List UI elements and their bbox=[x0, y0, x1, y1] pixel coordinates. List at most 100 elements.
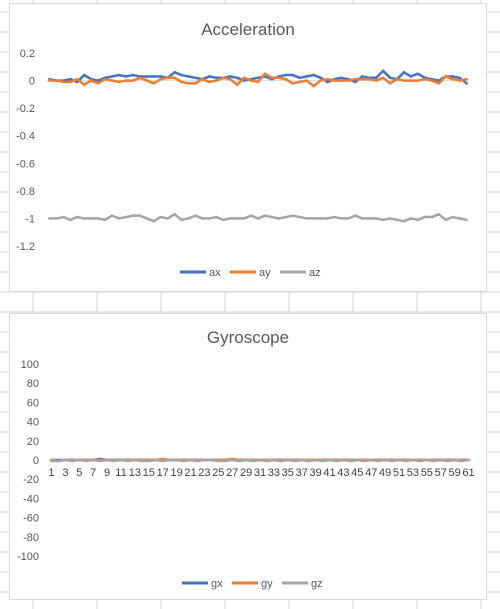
data-point-ax bbox=[416, 72, 420, 75]
data-point-gz bbox=[71, 459, 74, 463]
y-tick-label: 0 bbox=[29, 76, 35, 88]
data-point-ax bbox=[402, 71, 406, 74]
data-point-ax bbox=[360, 75, 364, 78]
data-point-ax bbox=[187, 75, 190, 78]
data-point-gz bbox=[383, 458, 387, 462]
x-tick-label: 31 bbox=[254, 467, 266, 479]
data-point-gz bbox=[147, 459, 151, 463]
data-point-ax bbox=[173, 71, 176, 74]
data-point-ay bbox=[103, 77, 107, 81]
legend-label-gx: gx bbox=[211, 578, 223, 590]
data-point-az bbox=[166, 217, 169, 220]
y-tick-label: -0.6 bbox=[16, 158, 35, 170]
data-point-ay bbox=[96, 82, 100, 85]
data-point-ax bbox=[326, 80, 329, 84]
data-point-gz bbox=[210, 458, 213, 462]
data-point-ay bbox=[117, 80, 121, 84]
data-point-gz bbox=[272, 458, 276, 462]
x-tick-label: 27 bbox=[226, 467, 238, 479]
data-point-gz bbox=[439, 458, 443, 462]
data-point-az bbox=[242, 217, 246, 220]
data-point-ay bbox=[291, 82, 295, 85]
data-point-gz bbox=[126, 459, 130, 463]
data-point-ax bbox=[381, 69, 385, 73]
x-tick-label: 39 bbox=[309, 467, 321, 479]
data-point-ay bbox=[333, 79, 336, 82]
data-point-gz bbox=[203, 458, 206, 462]
data-point-az bbox=[201, 217, 204, 220]
data-point-az bbox=[152, 219, 156, 223]
data-point-gz bbox=[362, 459, 366, 463]
x-tick-label: 1 bbox=[48, 467, 54, 479]
gyroscope-chart[interactable]: Gyroscope 100 80 60 40 20 0 -20 -40 -60 -80 -100 1 3… bbox=[9, 313, 487, 600]
data-point-az bbox=[388, 217, 392, 220]
x-tick-label: 9 bbox=[104, 467, 110, 479]
data-point-az bbox=[291, 214, 295, 217]
data-point-ay bbox=[354, 77, 357, 81]
data-point-gz bbox=[244, 458, 248, 462]
data-point-ax bbox=[458, 76, 461, 80]
data-point-ay bbox=[69, 80, 72, 84]
data-point-az bbox=[444, 218, 447, 222]
data-point-ay bbox=[89, 79, 93, 82]
data-point-ay bbox=[416, 79, 420, 82]
data-point-ay bbox=[284, 77, 288, 81]
data-point-gz bbox=[321, 459, 324, 463]
data-point-ay bbox=[201, 77, 204, 81]
data-point-ax bbox=[159, 75, 162, 78]
data-point-ay bbox=[214, 79, 218, 82]
y-tick-label: -0.2 bbox=[16, 103, 35, 115]
x-tick-label: 23 bbox=[198, 467, 210, 479]
x-tick-label: 13 bbox=[129, 467, 141, 479]
data-point-gz bbox=[251, 459, 255, 463]
y-tick-label: -1 bbox=[25, 213, 35, 225]
data-point-ax bbox=[194, 76, 197, 80]
data-point-ay bbox=[48, 79, 51, 82]
data-point-ay bbox=[437, 82, 441, 85]
data-point-gz bbox=[154, 458, 158, 462]
x-tick-label: 33 bbox=[268, 467, 280, 479]
data-point-ax bbox=[214, 76, 218, 80]
data-point-ay bbox=[312, 84, 315, 88]
data-point-ay bbox=[187, 82, 190, 85]
data-point-gz bbox=[314, 458, 317, 462]
data-point-ay bbox=[305, 79, 308, 82]
data-point-az bbox=[430, 215, 434, 219]
data-point-az bbox=[62, 215, 65, 219]
data-point-ay bbox=[277, 76, 281, 80]
data-point-ay bbox=[402, 79, 406, 82]
data-point-ay bbox=[131, 79, 135, 82]
y-tick-label: -40 bbox=[23, 493, 39, 505]
data-point-ax bbox=[131, 73, 135, 77]
data-point-az bbox=[96, 217, 100, 220]
data-point-gz bbox=[168, 458, 171, 462]
acceleration-chart[interactable]: Acceleration 0.2 0 -0.2 -0.4 -0.6 -0.8 -1 -1.2 a… bbox=[9, 3, 487, 292]
data-point-gz bbox=[390, 459, 394, 463]
data-point-az bbox=[305, 217, 308, 220]
x-tick-label: 59 bbox=[448, 467, 460, 479]
data-point-az bbox=[270, 215, 274, 219]
data-point-ax bbox=[340, 76, 343, 80]
data-point-gz bbox=[369, 458, 373, 462]
chart-title: Acceleration bbox=[201, 20, 295, 39]
x-tick-label: 19 bbox=[170, 467, 182, 479]
legend-label-ay: ay bbox=[259, 267, 271, 279]
data-point-gz bbox=[258, 458, 262, 462]
data-point-ay bbox=[166, 76, 169, 80]
data-point-ay bbox=[298, 80, 302, 84]
data-point-az bbox=[110, 214, 114, 217]
data-point-gz bbox=[418, 459, 422, 463]
data-point-ax bbox=[465, 82, 468, 85]
data-point-gz bbox=[98, 459, 102, 463]
data-point-ay bbox=[367, 77, 371, 81]
y-tick-label: 20 bbox=[27, 436, 39, 448]
data-point-ay bbox=[145, 79, 149, 82]
data-point-gz bbox=[105, 458, 109, 462]
data-point-az bbox=[326, 217, 329, 220]
data-point-ay bbox=[458, 79, 461, 82]
data-point-az bbox=[298, 215, 302, 219]
data-point-gz bbox=[182, 459, 185, 463]
data-point-gz bbox=[342, 458, 345, 462]
data-point-ay bbox=[451, 77, 454, 81]
data-point-ax bbox=[96, 79, 100, 82]
